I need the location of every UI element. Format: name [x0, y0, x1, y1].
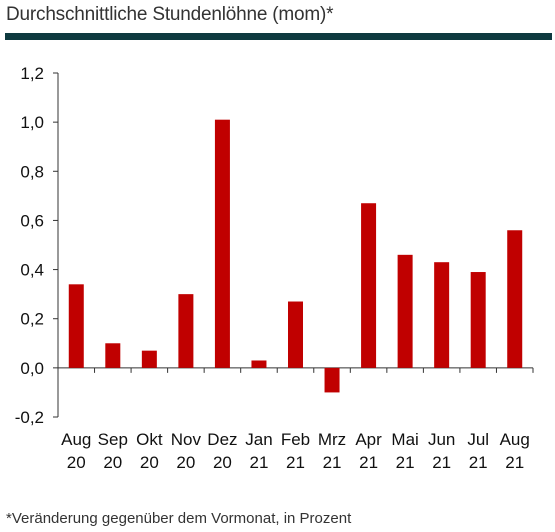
bar: [251, 360, 267, 368]
bar: [214, 119, 230, 368]
y-tick-label: 0,6: [20, 211, 44, 230]
x-tick-label-year: 20: [213, 453, 232, 472]
title-divider: [5, 33, 552, 40]
x-tick-label-year: 21: [250, 453, 269, 472]
y-tick-label: 1,0: [20, 113, 44, 132]
y-tick-label: 0,2: [20, 310, 44, 329]
x-tick-label-year: 21: [505, 453, 524, 472]
x-tick-label-month: Dez: [207, 430, 237, 449]
x-tick-label-month: Aug: [500, 430, 530, 449]
y-tick-label: 0,0: [20, 359, 44, 378]
y-tick-label: 1,2: [20, 64, 44, 83]
x-tick-label-month: Jun: [428, 430, 455, 449]
bar: [507, 230, 523, 368]
bar: [105, 343, 121, 368]
x-tick-label-year: 21: [432, 453, 451, 472]
bar: [288, 301, 303, 368]
x-tick-label-year: 20: [103, 453, 122, 472]
x-tick-label-month: Jan: [245, 430, 272, 449]
x-tick-label-month: Jul: [467, 430, 489, 449]
bar: [324, 367, 340, 393]
bar-chart: 1,2 1,0 0,8 0,6 0,4 0,2 0,0 -0,2 Aug 20 Sep 20 Okt 20…: [15, 64, 534, 472]
x-tick-label-month: Feb: [281, 430, 310, 449]
x-tick-label-year: 21: [323, 453, 342, 472]
bar: [470, 272, 486, 368]
bar: [434, 262, 450, 368]
chart-title: Durchschnittliche Stundenlöhne (mom)*: [6, 4, 334, 25]
y-tick-label: -0,2: [15, 408, 44, 427]
x-tick-label-year: 21: [396, 453, 415, 472]
bar: [361, 203, 377, 368]
y-tick-label: 0,8: [20, 162, 44, 181]
x-tick-label-year: 20: [140, 453, 159, 472]
y-tick-label: 0,4: [20, 261, 44, 280]
x-tick-label-month: Aug: [61, 430, 91, 449]
x-tick-label-month: Nov: [171, 430, 202, 449]
chart-footnote: *Veränderung gegenüber dem Vormonat, in …: [6, 510, 352, 527]
x-tick-label-month: Mai: [391, 430, 418, 449]
bar: [397, 254, 413, 368]
x-tick-label-month: Mrz: [318, 430, 346, 449]
x-tick-label-year: 21: [469, 453, 488, 472]
bar: [178, 294, 194, 368]
x-tick-label-year: 20: [67, 453, 86, 472]
x-tick-label-year: 21: [286, 453, 305, 472]
x-tick-label-month: Apr: [355, 430, 382, 449]
bar: [68, 284, 84, 368]
x-tick-label-month: Okt: [136, 430, 163, 449]
x-tick-label-year: 20: [176, 453, 195, 472]
bar: [141, 350, 157, 368]
x-tick-label-year: 21: [359, 453, 378, 472]
x-tick-label-month: Sep: [98, 430, 128, 449]
